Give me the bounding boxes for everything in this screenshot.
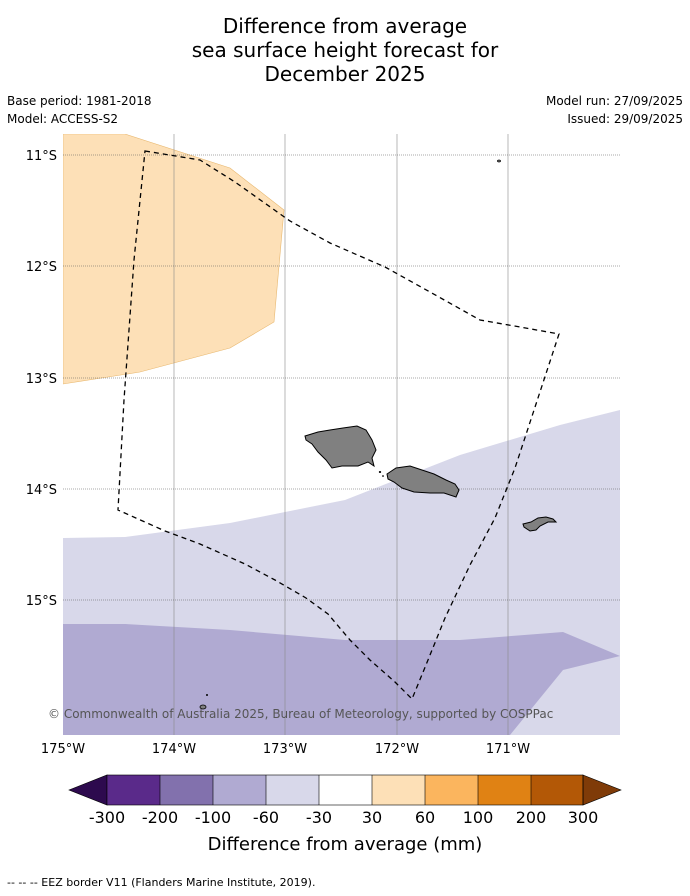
- lat-label: 13°S: [26, 372, 57, 387]
- lon-label: 171°W: [486, 742, 530, 757]
- lat-label: 12°S: [26, 260, 57, 275]
- colorbar-tick-label: 200: [516, 808, 547, 827]
- graticule: [63, 134, 620, 735]
- lat-label: 15°S: [26, 594, 57, 609]
- base-period-label: Base period: 1981-2018: [7, 94, 152, 108]
- colorbar-bin: [107, 775, 160, 805]
- colorbar-bin: [160, 775, 213, 805]
- title-line-2: sea surface height forecast for: [191, 38, 499, 62]
- colorbar-bin: [372, 775, 425, 805]
- colorbar-tick-label: 60: [415, 808, 435, 827]
- eez-footnote: -- -- -- EEZ border V11 (Flanders Marine…: [7, 876, 316, 889]
- colorbar-bin: [266, 775, 319, 805]
- colorbar-tick-label: 100: [463, 808, 494, 827]
- island-upolu: [386, 465, 460, 498]
- copyright-notice: © Commonwealth of Australia 2025, Bureau…: [48, 707, 553, 721]
- islet: [378, 471, 382, 473]
- colorbar-bin: [531, 775, 583, 805]
- issued-label: Issued: 29/09/2025: [567, 112, 683, 126]
- islet: [497, 159, 501, 163]
- lat-labels: 11°S 12°S 13°S 14°S 15°S: [26, 149, 57, 609]
- colorbar-extend-high: [582, 774, 622, 806]
- lon-label: 175°W: [41, 742, 85, 757]
- lon-label: 174°W: [152, 742, 196, 757]
- model-info: Base period: 1981-2018 Model: ACCESS-S2: [7, 92, 152, 128]
- colorbar-tick-label: -300: [89, 808, 125, 827]
- chart-title: Difference from average sea surface heig…: [0, 14, 690, 86]
- title-line-1: Difference from average: [222, 14, 468, 38]
- colorbar-label: Difference from average (mm): [208, 834, 483, 855]
- anomaly-region-positive: [63, 134, 285, 385]
- colorbar-bin: [425, 775, 478, 805]
- eez-border: [117, 150, 560, 701]
- lon-labels: 175°W 174°W 173°W 172°W 171°W: [41, 742, 530, 757]
- islet: [206, 694, 208, 696]
- colorbar-tick-label: -60: [253, 808, 279, 827]
- lon-label: 173°W: [263, 742, 307, 757]
- colorbar-tick-label: -200: [142, 808, 178, 827]
- colorbar-extend-low: [68, 774, 108, 806]
- lat-label: 14°S: [26, 483, 57, 498]
- colorbar-tick-label: -100: [195, 808, 231, 827]
- colorbar-frame: [106, 774, 584, 806]
- title-line-3: December 2025: [264, 62, 426, 86]
- colorbar-tick-label: 30: [362, 808, 382, 827]
- run-info: Model run: 27/09/2025 Issued: 29/09/2025: [546, 92, 683, 128]
- lon-label: 172°W: [375, 742, 419, 757]
- model-run-label: Model run: 27/09/2025: [545, 94, 683, 108]
- colorbar-bin: [319, 775, 372, 805]
- model-label: Model: ACCESS-S2: [7, 112, 119, 126]
- islet: [199, 704, 207, 710]
- island-savaii: [304, 425, 377, 469]
- colorbar-tick-label: -30: [306, 808, 332, 827]
- colorbar-bin: [213, 775, 266, 805]
- colorbar: -300 -200 -100 -60 -30 30 60 100 200 300…: [68, 774, 622, 855]
- colorbar-tick-label: 300: [568, 808, 599, 827]
- colorbar-bin: [478, 775, 531, 805]
- islet: [382, 475, 384, 477]
- island-tutuila: [522, 516, 558, 532]
- lat-label: 11°S: [26, 149, 57, 164]
